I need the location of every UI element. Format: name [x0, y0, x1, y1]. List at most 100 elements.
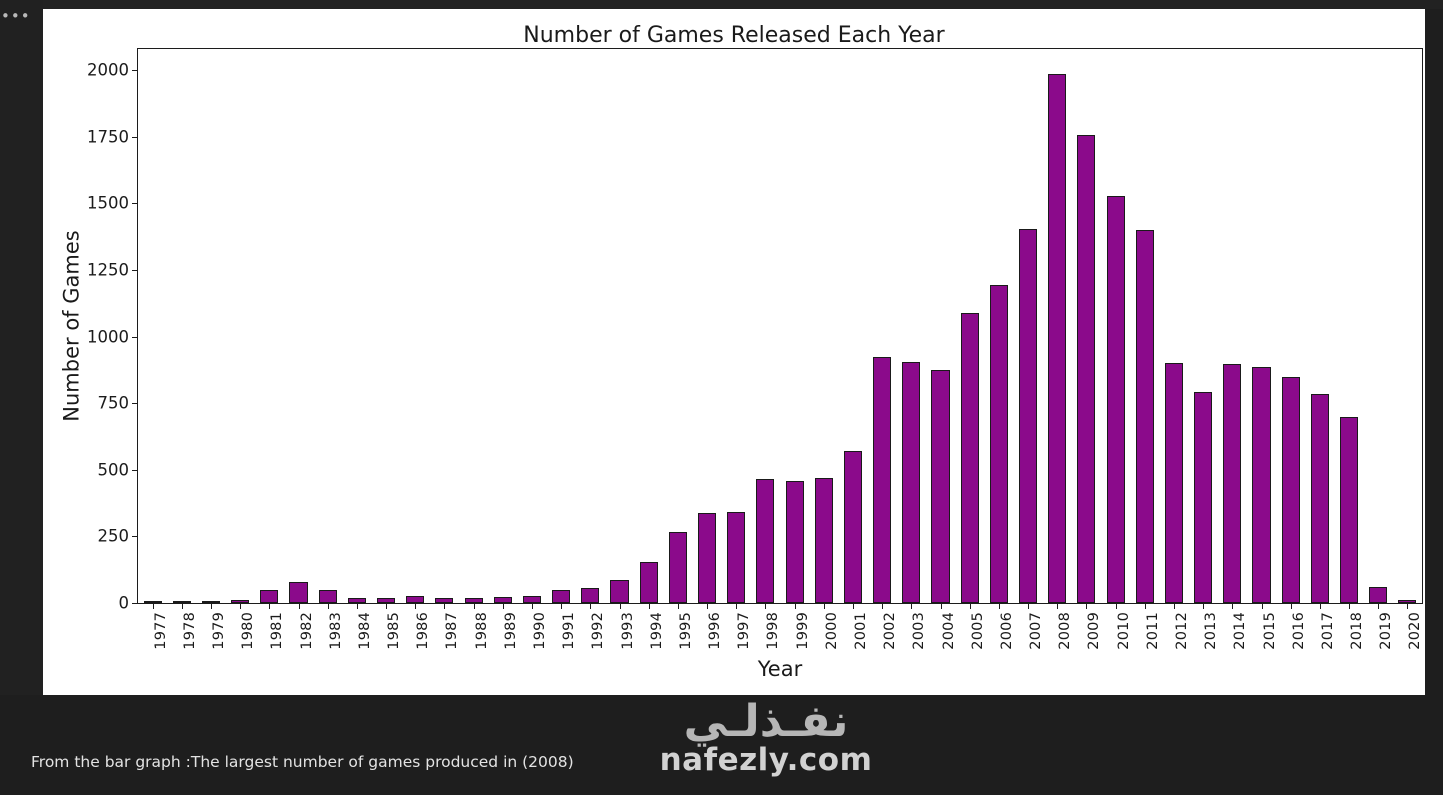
x-tick-mark — [240, 603, 242, 609]
x-tick-label: 2018 — [1349, 612, 1366, 650]
x-tick-mark — [473, 603, 475, 609]
x-tick-mark — [765, 603, 767, 609]
x-tick-mark — [852, 603, 854, 609]
bar — [756, 479, 775, 603]
x-tick-mark — [619, 603, 621, 609]
bar — [1339, 416, 1359, 603]
x-tick-label: 1989 — [502, 612, 519, 650]
x-tick-label: 1982 — [298, 612, 315, 650]
x-tick-label: 1978 — [181, 612, 198, 650]
y-tick-label: 2000 — [87, 60, 129, 80]
x-tick-mark — [882, 603, 884, 609]
x-tick-mark — [502, 603, 504, 609]
y-tick-mark — [132, 270, 138, 272]
x-tick-label: 2013 — [1203, 612, 1220, 650]
bar — [406, 595, 425, 603]
y-tick-label: 1750 — [87, 127, 129, 147]
x-tick-mark — [940, 603, 942, 609]
x-tick-mark — [327, 603, 329, 609]
x-tick-mark — [1086, 603, 1088, 609]
bar — [902, 361, 921, 603]
bar — [639, 561, 658, 603]
bar — [172, 600, 191, 603]
bar — [1164, 363, 1183, 603]
x-tick-mark — [386, 603, 388, 609]
x-tick-label: 2008 — [1057, 612, 1074, 650]
x-tick-mark — [1290, 603, 1292, 609]
bar — [931, 370, 950, 603]
x-tick-label: 1999 — [794, 612, 811, 650]
x-tick-mark — [415, 603, 417, 609]
x-tick-mark — [210, 603, 212, 609]
x-tick-mark — [1407, 603, 1409, 609]
y-tick-label: 1250 — [87, 260, 129, 280]
bar — [785, 480, 804, 603]
x-tick-label: 1986 — [415, 612, 432, 650]
y-tick-mark — [132, 136, 138, 138]
bar — [289, 581, 308, 603]
bar — [1194, 392, 1213, 603]
x-tick-label: 2002 — [882, 612, 899, 650]
bar — [1369, 586, 1388, 603]
bar — [260, 589, 279, 603]
watermark-arabic-text: نفـذلـي — [683, 696, 850, 747]
x-tick-mark — [181, 603, 183, 609]
x-tick-mark — [152, 603, 154, 609]
y-tick-mark — [132, 336, 138, 338]
bar — [552, 590, 571, 603]
x-tick-label: 2014 — [1232, 612, 1249, 650]
x-tick-mark — [531, 603, 533, 609]
x-tick-label: 2007 — [1028, 612, 1045, 650]
bar — [960, 313, 979, 603]
x-tick-label: 1996 — [707, 612, 724, 650]
bar — [1398, 599, 1417, 603]
overflow-menu-icon[interactable]: ••• — [1, 7, 31, 25]
x-tick-mark — [677, 603, 679, 609]
y-tick-mark — [132, 469, 138, 471]
x-tick-mark — [561, 603, 563, 609]
x-tick-mark — [1028, 603, 1030, 609]
bar — [989, 284, 1008, 603]
x-tick-label: 2020 — [1407, 612, 1424, 650]
x-tick-mark — [269, 603, 271, 609]
x-tick-mark — [444, 603, 446, 609]
x-tick-label: 1985 — [386, 612, 403, 650]
x-tick-label: 1992 — [590, 612, 607, 650]
x-tick-mark — [911, 603, 913, 609]
bar — [1223, 363, 1242, 603]
x-tick-label: 2001 — [852, 612, 869, 650]
watermark-site-text: nafezly.com — [659, 742, 873, 778]
x-tick-label: 1988 — [473, 612, 490, 650]
x-tick-mark — [1261, 603, 1263, 609]
x-tick-label: 1977 — [152, 612, 169, 650]
x-tick-mark — [823, 603, 825, 609]
y-tick-label: 750 — [97, 393, 130, 413]
bar — [493, 597, 512, 603]
y-tick-label: 250 — [97, 526, 130, 546]
bar — [1135, 230, 1154, 603]
x-tick-label: 1980 — [240, 612, 257, 650]
bar — [873, 356, 892, 603]
x-tick-label: 1987 — [444, 612, 461, 650]
y-tick-mark — [132, 603, 138, 604]
x-tick-mark — [1232, 603, 1234, 609]
x-tick-label: 1991 — [561, 612, 578, 650]
bar — [318, 590, 337, 603]
x-tick-mark — [356, 603, 358, 609]
x-tick-mark — [707, 603, 709, 609]
x-tick-label: 1995 — [677, 612, 694, 650]
x-tick-label: 1981 — [269, 612, 286, 650]
y-tick-mark — [132, 536, 138, 538]
x-tick-mark — [1349, 603, 1351, 609]
y-tick-mark — [132, 403, 138, 405]
x-tick-label: 1979 — [210, 612, 227, 650]
y-tick-mark — [132, 70, 138, 72]
bar — [581, 587, 600, 603]
bar — [435, 597, 454, 603]
x-tick-label: 2015 — [1261, 612, 1278, 650]
bar — [1048, 74, 1067, 603]
bar — [814, 477, 833, 603]
bar — [1281, 377, 1300, 603]
x-tick-mark — [298, 603, 300, 609]
